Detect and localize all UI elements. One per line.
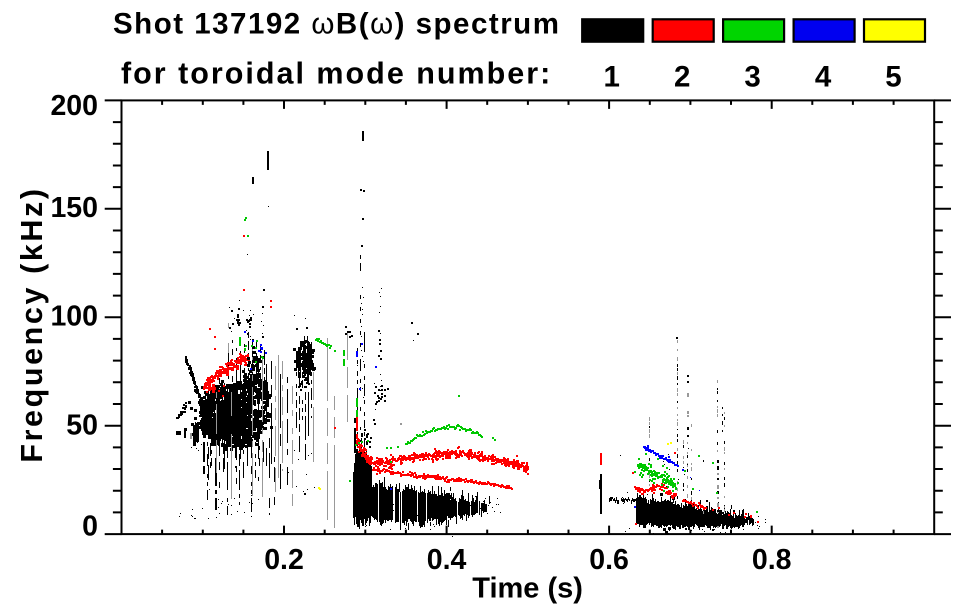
svg-text:for toroidal mode number:: for toroidal mode number:: [121, 56, 552, 90]
svg-text:4: 4: [815, 61, 832, 94]
svg-text:100: 100: [50, 301, 98, 333]
svg-text:5: 5: [885, 61, 901, 94]
svg-text:0.4: 0.4: [427, 544, 467, 576]
svg-text:0.6: 0.6: [589, 544, 629, 576]
svg-text:0.2: 0.2: [264, 544, 304, 576]
svg-text:150: 150: [50, 192, 98, 224]
svg-text:0.8: 0.8: [752, 544, 792, 576]
svg-text:50: 50: [66, 410, 98, 442]
svg-text:0: 0: [82, 510, 98, 542]
svg-text:3: 3: [744, 61, 760, 94]
svg-text:Frequency (kHz): Frequency (kHz): [15, 186, 49, 462]
svg-text:200: 200: [50, 90, 98, 122]
svg-text:2: 2: [674, 61, 690, 94]
svg-text:Time (s): Time (s): [472, 573, 583, 605]
svg-text:Shot 137192 ωB(ω) spectrum: Shot 137192 ωB(ω) spectrum: [113, 8, 560, 41]
svg-text:1: 1: [603, 61, 619, 94]
